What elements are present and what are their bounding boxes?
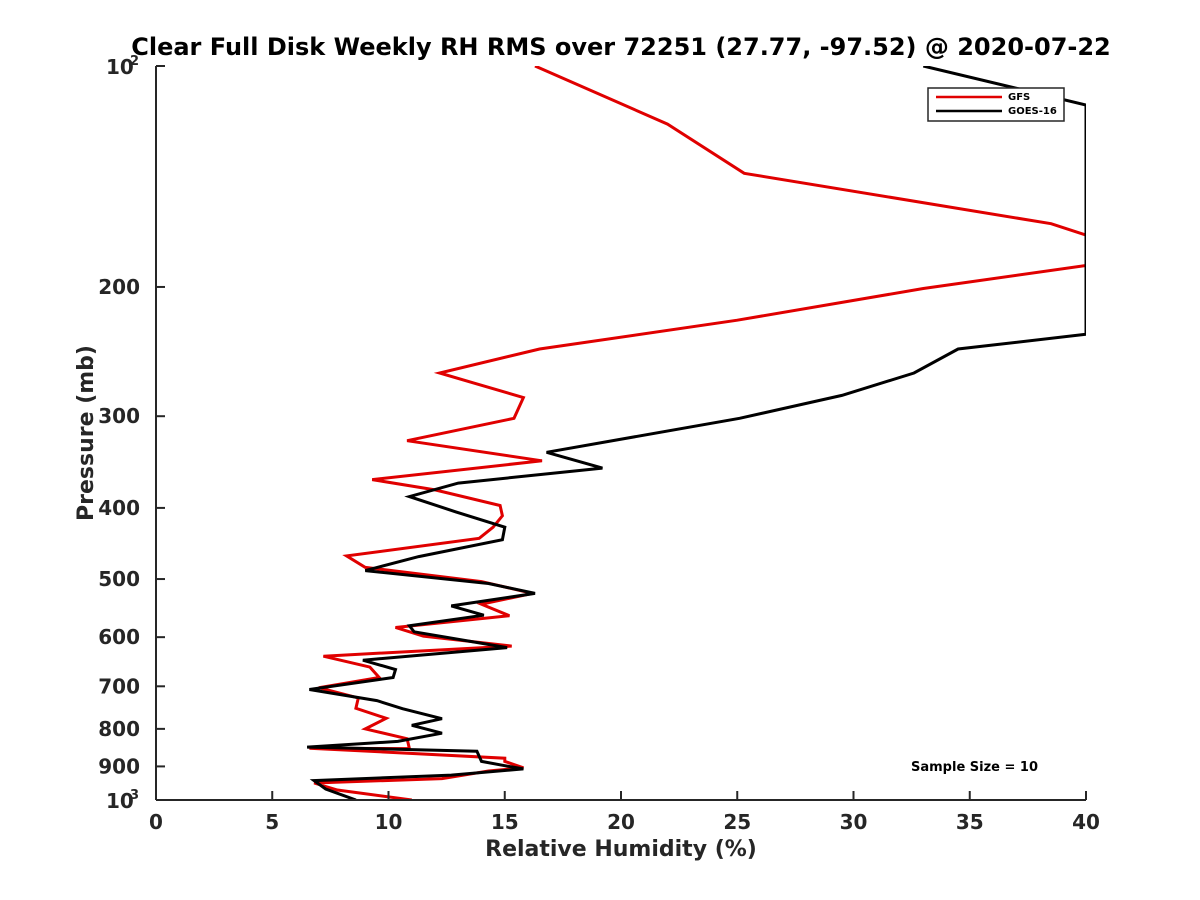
legend-label-gfs: GFS (1008, 92, 1030, 103)
legend-label-goes16: GOES-16 (1008, 106, 1057, 117)
y-tick-label: 500 (98, 567, 140, 591)
series-line-gfs (309, 66, 1086, 800)
x-tick-label: 5 (265, 810, 279, 834)
y-tick-label: 900 (98, 754, 140, 778)
x-tick-label: 0 (149, 810, 163, 834)
y-tick-label: 600 (98, 625, 140, 649)
plot-area: 0 5 10 15 20 25 30 35 40 10220030040050060070080… (98, 54, 1100, 834)
x-tick-label: 40 (1072, 810, 1100, 834)
x-ticks: 0 5 10 15 20 25 30 35 40 (149, 791, 1100, 834)
y-tick-label: 300 (98, 404, 140, 428)
y-tick-label: 10 (106, 55, 134, 79)
legend: GFS GOES-16 (927, 87, 1065, 122)
x-tick-label: 30 (840, 810, 868, 834)
series-layer (307, 66, 1086, 800)
legend-box (927, 87, 1065, 122)
y-tick-label-exponent: 3 (130, 788, 139, 803)
x-tick-label: 35 (956, 810, 984, 834)
y-tick-label: 10 (106, 789, 134, 813)
x-tick-label: 20 (607, 810, 635, 834)
y-tick-label: 700 (98, 674, 140, 698)
y-tick-label: 200 (98, 275, 140, 299)
series-line-goes16 (307, 66, 1086, 800)
x-axis-label: Relative Humidity (%) (485, 837, 757, 862)
x-tick-label: 25 (723, 810, 751, 834)
x-tick-label: 15 (491, 810, 519, 834)
sample-size-annotation: Sample Size = 10 (911, 760, 1038, 775)
x-tick-label: 10 (375, 810, 403, 834)
y-axis-label: Pressure (mb) (74, 345, 99, 521)
y-tick-label-exponent: 2 (130, 54, 139, 69)
y-tick-label: 800 (98, 717, 140, 741)
chart-title: Clear Full Disk Weekly RH RMS over 72251… (131, 33, 1111, 61)
y-tick-label: 400 (98, 496, 140, 520)
